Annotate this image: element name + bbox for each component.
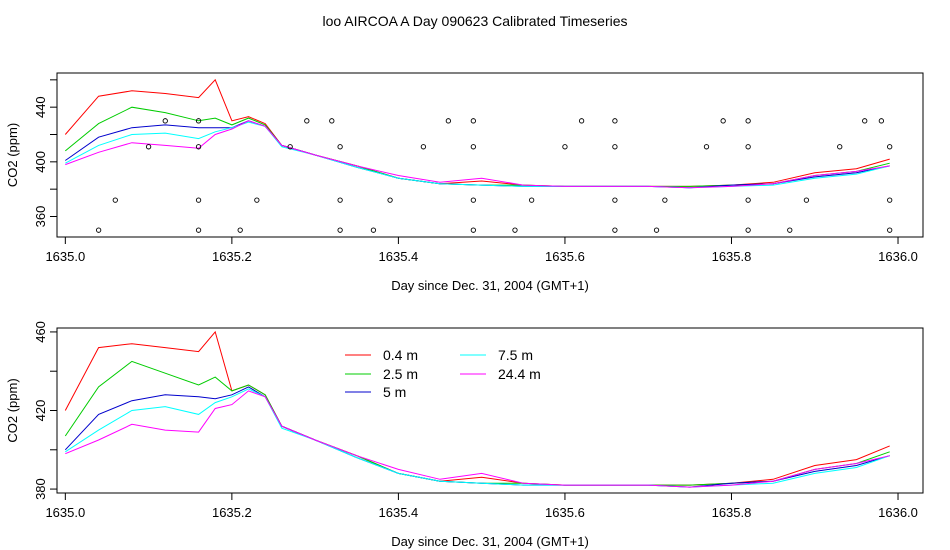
- marker-point: [337, 227, 343, 233]
- marker-point: [528, 197, 535, 203]
- y-axis-label: CO2 (ppm): [5, 123, 20, 187]
- marker-point: [745, 197, 751, 203]
- marker-point: [195, 227, 202, 233]
- panel-bottom: 1635.0 1635.2 1635.4 1635.6 1635.8 1636.0 380 4…: [5, 321, 924, 549]
- marker-point: [195, 197, 202, 203]
- marker-point: [329, 118, 335, 124]
- panel-top: 1635.0 1635.2 1635.4 1635.6 1635.8 1636.0 360 4…: [5, 72, 924, 293]
- x-tick-label: 1635.6: [545, 249, 585, 264]
- marker-point: [370, 227, 377, 233]
- x-tick-label: 1635.2: [212, 249, 252, 264]
- series-line-0-4-m: [64, 78, 890, 187]
- series-line-5-m: [65, 120, 890, 189]
- marker-point: [420, 144, 427, 150]
- x-tick-label: 1635.8: [712, 249, 752, 264]
- marker-point: [612, 227, 618, 233]
- marker-point: [254, 197, 260, 203]
- y-tick-label: 420: [33, 400, 48, 422]
- x-tick-label: 1636.0: [878, 249, 918, 264]
- marker-point: [470, 227, 476, 233]
- series-line-5-m: [64, 386, 890, 488]
- marker-point: [887, 197, 893, 203]
- figure-title: loo AIRCOA A Day 090623 Calibrated Times…: [322, 13, 627, 29]
- marker-point: [745, 118, 751, 124]
- marker-point: [445, 118, 452, 124]
- series-line-2-5-m: [64, 360, 890, 486]
- legend-label: 7.5 m: [498, 347, 533, 363]
- x-tick-label: 1635.8: [712, 505, 752, 520]
- marker-point: [512, 227, 518, 233]
- marker-point: [653, 227, 660, 233]
- marker-point: [562, 144, 568, 150]
- marker-point: [887, 227, 893, 233]
- plot-frame: [56, 72, 924, 238]
- x-tick-label: 1635.2: [212, 505, 252, 520]
- marker-point: [470, 197, 476, 203]
- marker-point: [387, 197, 393, 203]
- marker-point: [837, 144, 843, 150]
- marker-point: [195, 144, 202, 150]
- marker-point: [162, 118, 168, 124]
- series-line-7-5-m: [65, 388, 890, 488]
- y-tick-label: 400: [33, 151, 48, 173]
- marker-point: [803, 197, 810, 203]
- legend-label: 24.4 m: [498, 366, 541, 382]
- plot-frame: [56, 327, 924, 494]
- marker-point: [337, 144, 343, 150]
- marker-point: [745, 144, 751, 150]
- x-tick-label: 1635.0: [45, 249, 85, 264]
- legend-label: 2.5 m: [383, 366, 418, 382]
- x-axis-label: Day since Dec. 31, 2004 (GMT+1): [391, 278, 589, 293]
- marker-point: [878, 118, 885, 124]
- legend-label: 0.4 m: [383, 347, 418, 363]
- marker-point: [470, 118, 476, 124]
- series-line-7-5-m: [65, 121, 890, 189]
- marker-point: [195, 118, 202, 124]
- marker-point: [612, 197, 618, 203]
- marker-point: [745, 227, 751, 233]
- series-line-24-4-m: [65, 390, 890, 488]
- marker-point: [862, 118, 868, 124]
- x-tick-label: 1635.0: [45, 505, 85, 520]
- marker-point: [887, 144, 893, 150]
- marker-point: [612, 144, 618, 150]
- series-line-2-5-m: [64, 106, 890, 187]
- x-tick-label: 1635.4: [379, 249, 419, 264]
- marker-point: [237, 227, 243, 233]
- marker-point: [787, 227, 793, 233]
- marker-point: [470, 144, 476, 150]
- marker-point: [112, 197, 118, 203]
- y-axis-label: CO2 (ppm): [5, 378, 20, 442]
- marker-point: [662, 197, 668, 203]
- y-tick-label: 380: [33, 478, 48, 500]
- marker-point: [304, 118, 310, 124]
- series-line-24-4-m: [65, 120, 890, 189]
- x-axis-label: Day since Dec. 31, 2004 (GMT+1): [391, 534, 589, 549]
- marker-point: [287, 144, 293, 150]
- marker-point: [145, 144, 152, 150]
- y-tick-label: 460: [33, 321, 48, 343]
- legend-label: 5 m: [383, 384, 406, 400]
- legend: 0.4 m 2.5 m 5 m 7.5 m 24.4 m: [345, 347, 541, 400]
- x-tick-label: 1635.6: [545, 505, 585, 520]
- marker-point: [720, 118, 726, 124]
- marker-point: [703, 144, 710, 150]
- marker-point: [337, 197, 343, 203]
- x-tick-label: 1636.0: [878, 505, 918, 520]
- marker-point: [95, 227, 102, 233]
- marker-point: [612, 118, 618, 124]
- marker-point: [578, 118, 585, 124]
- y-tick-label: 440: [33, 96, 48, 118]
- y-tick-label: 360: [33, 206, 48, 228]
- x-tick-label: 1635.4: [379, 505, 419, 520]
